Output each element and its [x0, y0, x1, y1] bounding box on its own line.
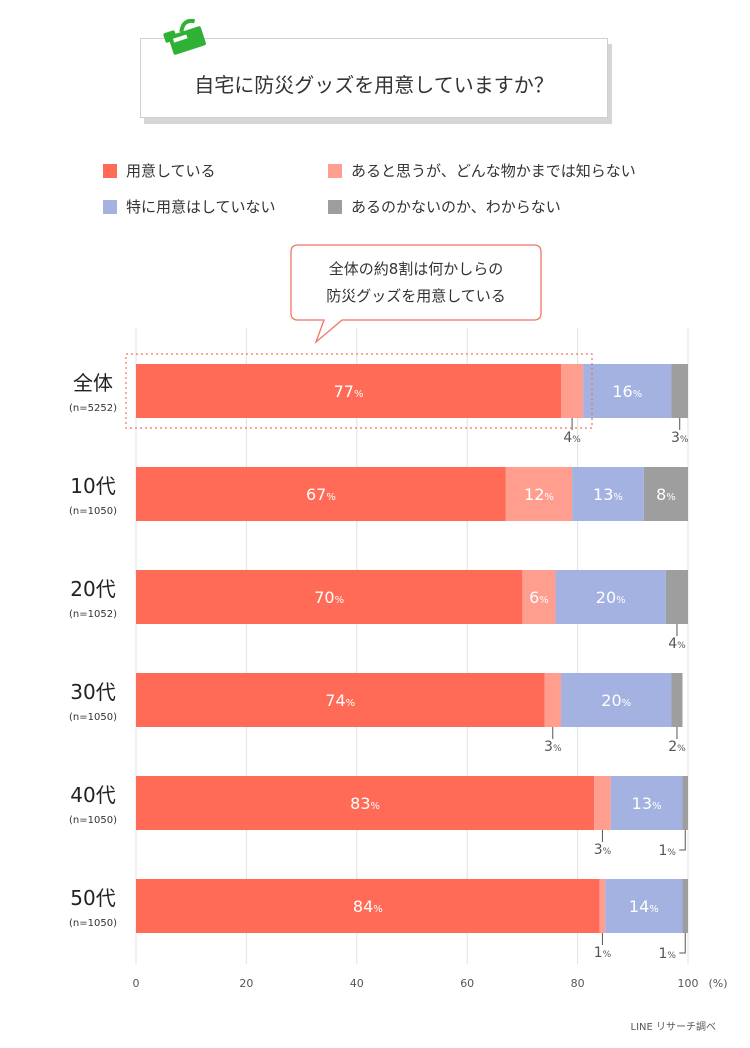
- bar-segment: [605, 879, 683, 933]
- bar-segment: [682, 879, 688, 933]
- x-tick-label: 80: [571, 977, 585, 990]
- category-label: 30代: [70, 680, 115, 704]
- category-n: (n=1052): [69, 609, 117, 620]
- bar-segment: [561, 364, 584, 418]
- category-label: 50代: [70, 886, 115, 910]
- legend-swatch: [103, 163, 117, 178]
- x-tick-label: 0: [133, 977, 140, 990]
- x-tick-label: 60: [460, 977, 474, 990]
- bar-segment: [555, 570, 666, 624]
- data-label: 3%: [671, 430, 689, 446]
- bar-segment: [599, 879, 606, 933]
- data-label: 3%: [544, 739, 562, 755]
- bar-segment: [671, 364, 688, 418]
- callout: 全体の約8割は何かしらの 防災グッズを用意している: [290, 244, 542, 344]
- bar-segment: [136, 467, 506, 521]
- legend-label: 特に用意はしていない: [126, 198, 276, 216]
- data-label: 4%: [668, 636, 686, 652]
- bar-segment: [561, 673, 672, 727]
- title-box: 自宅に防災グッズを用意していますか？: [140, 38, 608, 118]
- bar-segment: [682, 776, 688, 830]
- legend-label: 用意している: [126, 162, 216, 180]
- category-n: (n=5252): [69, 403, 117, 414]
- data-label: 2%: [668, 739, 686, 755]
- bar-segment: [643, 467, 688, 521]
- data-label: 4%: [563, 430, 581, 446]
- legend-label: あると思うが、どんな物かまでは知らない: [351, 162, 636, 180]
- x-axis-ticks: 0 20 40 60 80 100 (%): [133, 977, 728, 990]
- category-label: 40代: [70, 783, 115, 807]
- bar-segment: [505, 467, 573, 521]
- category-n: (n=1050): [69, 815, 117, 826]
- x-tick-label: 20: [239, 977, 253, 990]
- bars: [136, 364, 688, 933]
- bar-segment: [522, 570, 556, 624]
- bar-segment: [665, 570, 688, 624]
- legend-swatch: [103, 199, 117, 214]
- bar-segment: [671, 673, 683, 727]
- x-unit-label: (%): [708, 977, 727, 990]
- gridlines: [135, 328, 689, 964]
- category-label: 10代: [70, 474, 115, 498]
- bar-segment: [136, 673, 545, 727]
- bar-segment: [544, 673, 562, 727]
- category-n: (n=1050): [69, 506, 117, 517]
- bucket-icon: [163, 18, 206, 55]
- source-credit: LINE リサーチ調べ: [630, 1022, 717, 1033]
- x-tick-label: 100: [678, 977, 699, 990]
- callout-line-2: 防災グッズを用意している: [326, 287, 506, 305]
- bar-segment: [572, 467, 644, 521]
- bar-segment: [136, 570, 523, 624]
- category-label: 20代: [70, 577, 115, 601]
- legend: 用意している あると思うが、どんな物かまでは知らない 特に用意はしていない ある…: [103, 160, 703, 220]
- bar-segment: [610, 776, 683, 830]
- bar-segment: [583, 364, 672, 418]
- legend-label: あるのかないのか、わからない: [351, 198, 561, 216]
- data-label: 1%: [658, 843, 676, 859]
- bar-segment: [136, 364, 562, 418]
- data-label: 1%: [658, 946, 676, 962]
- category-n: (n=1050): [69, 918, 117, 929]
- chart-title: 自宅に防災グッズを用意していますか？: [194, 73, 554, 97]
- callout-bubble: [290, 244, 542, 344]
- x-tick-label: 40: [350, 977, 364, 990]
- legend-item-unsure-contents: あると思うが、どんな物かまでは知らない: [328, 160, 636, 181]
- data-label: 1%: [594, 945, 612, 961]
- legend-swatch: [328, 163, 342, 178]
- category-n: (n=1050): [69, 712, 117, 723]
- leader-line: [679, 933, 686, 954]
- category-label: 全体: [73, 371, 113, 395]
- bar-segment: [594, 776, 611, 830]
- callout-line-1: 全体の約8割は何かしらの: [328, 260, 504, 278]
- bar-segment: [136, 879, 600, 933]
- legend-item-prepared: 用意している: [103, 160, 216, 181]
- legend-item-not-prepared: 特に用意はしていない: [103, 196, 276, 217]
- category-labels: 全体 (n=5252) 10代 (n=1050) 20代 (n=1052) 30代 (n=10…: [69, 371, 117, 929]
- bar-segment: [136, 776, 595, 830]
- data-label: 3%: [594, 842, 612, 858]
- legend-swatch: [328, 199, 342, 214]
- leader-line: [679, 830, 686, 851]
- legend-item-dont-know: あるのかないのか、わからない: [328, 196, 561, 217]
